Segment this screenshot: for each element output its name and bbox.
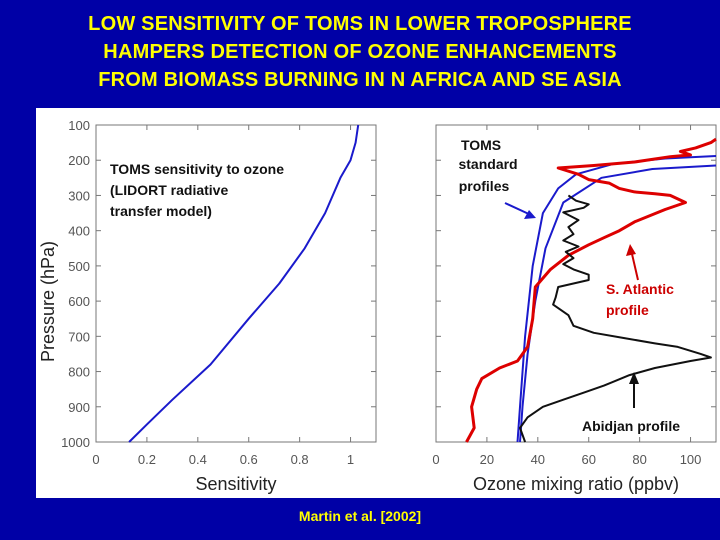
toms-arrow [504, 202, 532, 216]
x-tick-label: 100 [680, 452, 702, 467]
s-atlantic-annotation: S. Atlantic profile [606, 281, 678, 318]
sensitivity-annotation-line-1: TOMS sensitivity to ozone [110, 161, 284, 177]
s-atlantic-line-1: S. Atlantic [606, 281, 674, 297]
series-line-1-2 [465, 137, 717, 443]
x-tick-label: 0.4 [189, 452, 207, 467]
right-plot-frame [435, 124, 717, 443]
citation: Martin et al. [2002] [298, 508, 422, 524]
y-tick-label: 500 [68, 259, 90, 274]
title-line-1: LOW SENSITIVITY OF TOMS IN LOWER TROPOSP… [88, 13, 632, 35]
sensitivity-annotation-line-3: transfer model) [110, 203, 212, 219]
left-plot-frame [95, 124, 377, 443]
x-tick-label: 0.2 [138, 452, 156, 467]
y-tick-label: 400 [68, 224, 90, 239]
s-atlantic-arrow-head [626, 244, 636, 256]
right-x-axis-label: Ozone mixing ratio (ppbv) [473, 474, 679, 494]
s-atlantic-arrow [631, 253, 639, 281]
left-series-group [128, 124, 360, 443]
sensitivity-annotation: TOMS sensitivity to ozone (LIDORT radiat… [110, 161, 288, 219]
y-tick-label: 300 [68, 188, 90, 203]
toms-profiles-line-3: profiles [459, 178, 510, 194]
y-tick-label: 200 [68, 153, 90, 168]
series-line-1-0 [516, 155, 717, 443]
series-line-0-0 [128, 124, 360, 443]
title-line-2: HAMPERS DETECTION OF OZONE ENHANCEMENTS [103, 41, 617, 63]
figure-panel [36, 108, 720, 498]
x-tick-label: 80 [632, 452, 646, 467]
abidjan-arrow-head [629, 372, 639, 384]
slide-title: LOW SENSITIVITY OF TOMS IN LOWER TROPOSP… [0, 10, 720, 94]
toms-arrow-head [524, 210, 536, 219]
toms-profiles-line-1: TOMS [461, 137, 501, 153]
title-line-3: FROM BIOMASS BURNING IN N AFRICA AND SE … [98, 69, 622, 91]
toms-profiles-annotation: TOMS standard profiles [458, 137, 521, 194]
left-y-axis-label: Pressure (hPa) [38, 241, 58, 362]
x-tick-label: 20 [480, 452, 494, 467]
s-atlantic-line-2: profile [606, 302, 649, 318]
y-tick-label: 600 [68, 294, 90, 309]
x-tick-label: 40 [531, 452, 545, 467]
series-line-1-3 [519, 194, 712, 443]
series-line-1-1 [519, 164, 717, 443]
toms-profiles-line-2: standard [458, 156, 517, 172]
y-tick-label: 800 [68, 365, 90, 380]
x-tick-label: 0.8 [291, 452, 309, 467]
y-tick-label: 100 [68, 118, 90, 133]
right-series-group [465, 137, 717, 443]
x-tick-label: 0.6 [240, 452, 258, 467]
y-tick-label: 1000 [61, 435, 90, 450]
abidjan-annotation: Abidjan profile [582, 418, 680, 434]
left-x-axis-label: Sensitivity [195, 474, 276, 494]
x-tick-label: 0 [432, 452, 439, 467]
x-tick-label: 1 [347, 452, 354, 467]
left-ticks: 0 0.2 0.4 0.6 0.8 1 100 200 300 400 500 600 700 800 90… [61, 118, 376, 467]
right-ticks: 0 20 40 60 80 100 [432, 124, 716, 467]
sensitivity-annotation-line-2: (LIDORT radiative [110, 182, 228, 198]
y-tick-label: 900 [68, 400, 90, 415]
y-tick-label: 700 [68, 329, 90, 344]
x-tick-label: 0 [92, 452, 99, 467]
x-tick-label: 60 [581, 452, 595, 467]
